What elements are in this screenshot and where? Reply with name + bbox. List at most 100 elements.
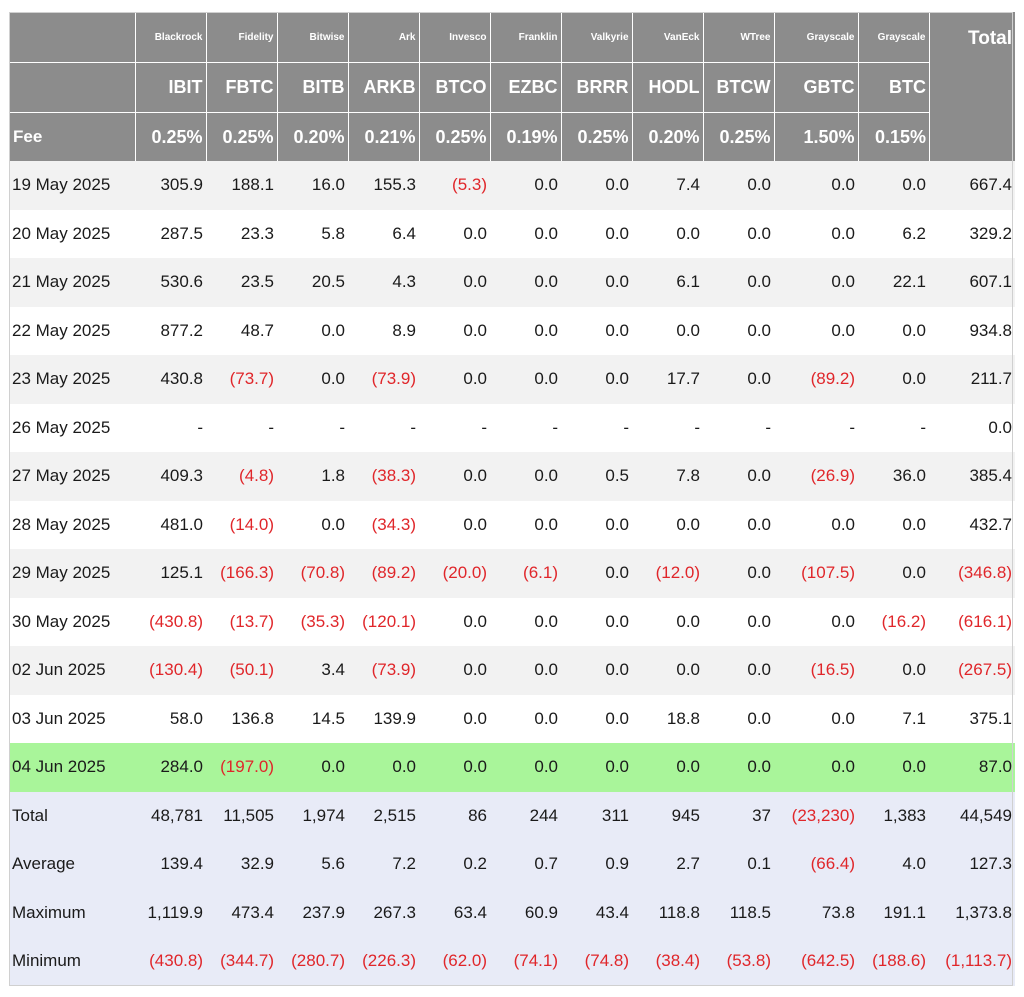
row-total-cell: 87.0 [929,743,1015,792]
summary-cell: 63.4 [419,888,490,937]
summary-total-cell: 1,373.8 [929,888,1015,937]
flow-cell: (16.2) [858,597,929,646]
flow-cell: (34.3) [348,500,419,549]
row-total-cell: 329.2 [929,209,1015,258]
flow-cell: 0.0 [419,597,490,646]
flow-cell: - [774,403,858,452]
flow-cell: 284.0 [135,743,206,792]
flow-cell: (12.0) [632,549,703,598]
summary-cell: 118.8 [632,888,703,937]
date-cell: 20 May 2025 [9,209,135,258]
issuer-header: Ark [348,12,420,63]
fee-cell: 1.50% [774,112,859,161]
summary-label: Total [9,791,135,840]
flow-cell: 139.9 [348,694,419,743]
flow-cell: 0.0 [419,258,490,307]
flow-cell: 0.0 [774,500,858,549]
date-cell: 28 May 2025 [9,500,135,549]
flow-cell: (6.1) [490,549,561,598]
summary-cell: 73.8 [774,888,858,937]
summary-cell: 244 [490,791,561,840]
flow-cell: 155.3 [348,161,419,210]
flow-cell: 22.1 [858,258,929,307]
table-row: 30 May 2025 (430.8) (13.7) (35.3) (120.1) 0.0… [9,597,1015,646]
issuer-header: Grayscale [858,12,930,63]
flow-cell: 0.0 [703,549,774,598]
summary-cell: 0.1 [703,840,774,889]
flow-cell: (73.9) [348,646,419,695]
table-row: 03 Jun 2025 58.0 136.8 14.5 139.9 0.0 0.0 0.0 18… [9,694,1015,743]
flow-cell: 0.0 [858,306,929,355]
flow-cell: (5.3) [419,161,490,210]
date-cell: 04 Jun 2025 [9,743,135,792]
summary-cell: (188.6) [858,937,929,986]
summary-cell: 1,974 [277,791,348,840]
header-corner-cell [9,62,136,113]
date-cell: 29 May 2025 [9,549,135,598]
flow-cell: 0.0 [561,161,632,210]
flow-cell: - [348,403,419,452]
flow-cell: 0.0 [419,743,490,792]
date-cell: 19 May 2025 [9,161,135,210]
issuer-header: Grayscale [774,12,859,63]
flow-cell: 0.0 [419,694,490,743]
flow-cell: (73.9) [348,355,419,404]
table-row: 20 May 2025 287.5 23.3 5.8 6.4 0.0 0.0 0.0 0.0 0.… [9,209,1015,258]
issuer-header: WTree [703,12,775,63]
flow-cell: 3.4 [277,646,348,695]
flow-cell: 0.0 [703,646,774,695]
flow-cell: 6.2 [858,209,929,258]
issuer-header: Bitwise [277,12,349,63]
ticker-header: BTCO [419,62,491,113]
summary-cell: 5.6 [277,840,348,889]
flow-cell: 0.0 [561,597,632,646]
flow-cell: 0.0 [858,161,929,210]
flow-cell: 0.0 [632,500,703,549]
ticker-header: BTC [858,62,929,113]
summary-cell: (344.7) [206,937,277,986]
flow-cell: 0.0 [561,258,632,307]
flow-cell: - [135,403,206,452]
flow-cell: 0.0 [277,306,348,355]
flow-cell: 0.0 [419,646,490,695]
summary-cell: 0.2 [419,840,490,889]
flow-cell: 0.0 [490,646,561,695]
summary-cell: 86 [419,791,490,840]
flow-cell: (35.3) [277,597,348,646]
date-cell: 23 May 2025 [9,355,135,404]
flow-cell: 0.0 [858,355,929,404]
flow-cell: - [490,403,561,452]
summary-cell: 1,119.9 [135,888,206,937]
flow-cell: (430.8) [135,597,206,646]
flow-cell: 0.0 [490,452,561,501]
flow-cell: 36.0 [858,452,929,501]
ticker-header: FBTC [206,62,278,113]
flow-cell: 0.0 [632,209,703,258]
flow-cell: 0.0 [858,743,929,792]
etf-flow-table: Blackrock Fidelity Bitwise Ark Invesco Frankl… [9,12,1015,986]
flow-cell: - [858,403,929,452]
date-cell: 26 May 2025 [9,403,135,452]
flow-cell: 0.0 [703,452,774,501]
etf-flow-table-container: Blackrock Fidelity Bitwise Ark Invesco Frankl… [9,12,1015,986]
flow-cell: 7.4 [632,161,703,210]
summary-cell: 473.4 [206,888,277,937]
summary-cell: 945 [632,791,703,840]
date-cell: 27 May 2025 [9,452,135,501]
flow-cell: 23.5 [206,258,277,307]
fee-label: Fee [9,112,136,161]
flow-cell: 1.8 [277,452,348,501]
date-cell: 21 May 2025 [9,258,135,307]
summary-cell: 139.4 [135,840,206,889]
summary-cell: 11,505 [206,791,277,840]
flow-cell: 305.9 [135,161,206,210]
row-total-cell: (267.5) [929,646,1015,695]
flow-cell: (89.2) [774,355,858,404]
flow-cell: - [206,403,277,452]
summary-total-cell: 44,549 [929,791,1015,840]
fee-cell: 0.15% [858,112,929,161]
date-cell: 02 Jun 2025 [9,646,135,695]
flow-cell: (38.3) [348,452,419,501]
summary-cell: (74.1) [490,937,561,986]
flow-cell: 136.8 [206,694,277,743]
